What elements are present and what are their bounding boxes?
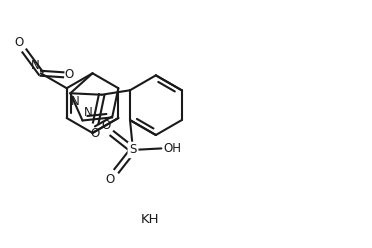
Text: O: O [14,36,23,49]
Text: KH: KH [141,213,160,226]
Text: O: O [105,173,115,186]
Text: N: N [83,105,92,119]
Text: N: N [71,95,80,108]
Text: S: S [129,143,137,156]
Text: O: O [64,68,74,81]
Text: O: O [101,119,110,131]
Text: OH: OH [163,142,181,155]
Text: N: N [31,59,40,72]
Text: O: O [90,127,99,140]
